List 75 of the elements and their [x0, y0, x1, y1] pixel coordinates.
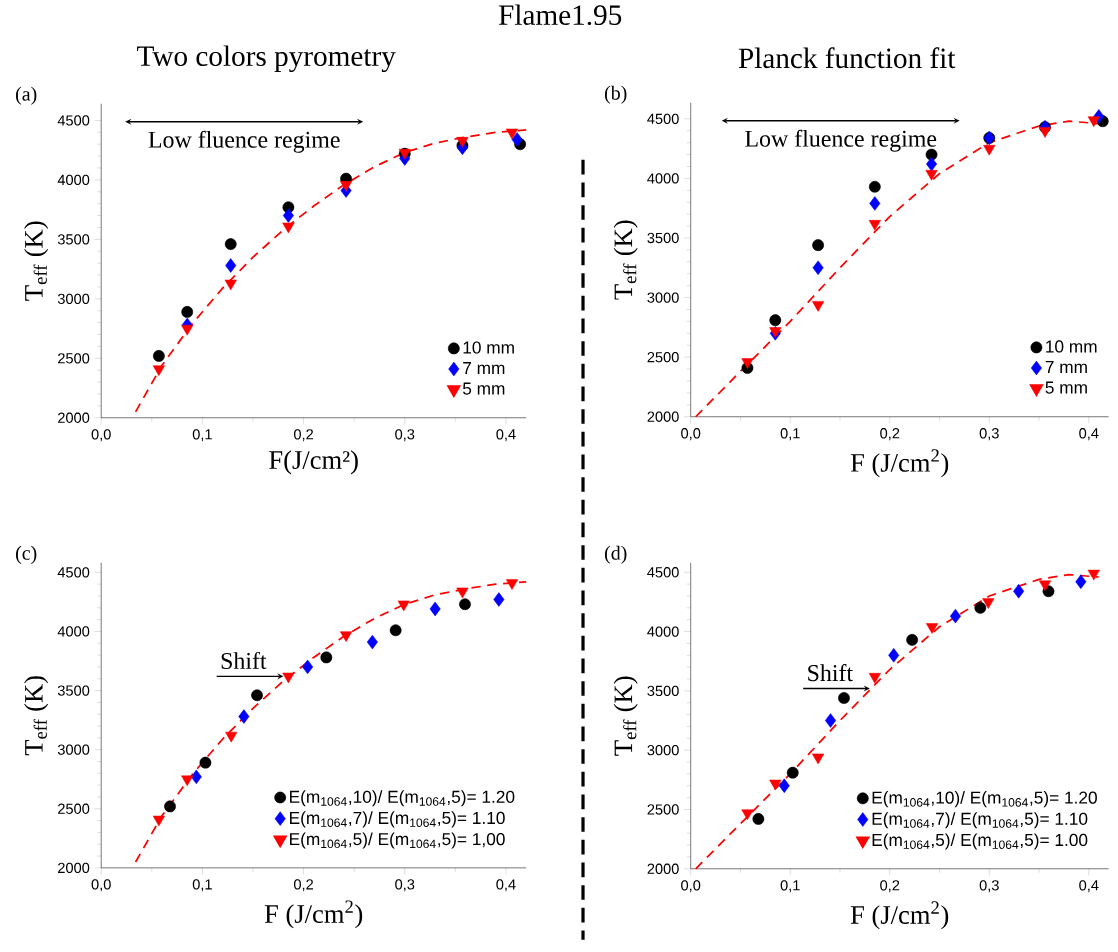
x-tick-label: 0,1 [780, 880, 800, 893]
x-tick-label: 0,2 [880, 428, 900, 441]
legend-label: E(m$_{1064}$,10)/ E(m$_{1064}$,5)= 1.20 [290, 790, 515, 807]
y-tick-label: 4000 [647, 626, 679, 637]
x-tick-label: 0,4 [1079, 880, 1099, 893]
y-tick-label: 2500 [647, 804, 679, 815]
x-tick-label: 0,0 [91, 429, 111, 442]
legend-label: 10 mm [1046, 340, 1097, 353]
x-tick-label: 0,0 [681, 880, 701, 893]
x-tick-label: 0,0 [91, 879, 111, 892]
x-axis-title: F (J/cm$^{2}$) [850, 901, 949, 930]
y-tick-label: 3000 [647, 292, 679, 303]
x-tick-label: 0,4 [1079, 428, 1099, 441]
y-tick-label: 4000 [647, 173, 679, 184]
y-tick-label: 4500 [647, 113, 679, 125]
legend-label: 5 mm [1045, 381, 1087, 394]
text: (b) [604, 85, 627, 104]
annotation: Shift [221, 652, 267, 670]
x-tick-label: 0,2 [880, 880, 900, 893]
x-tick-label: 0,3 [979, 428, 999, 441]
y-tick-label: 4500 [57, 567, 90, 578]
y-tick-label: 2500 [58, 803, 90, 815]
y-tick-label: 2500 [58, 353, 90, 364]
y-tick-label: 3500 [57, 234, 90, 245]
annotation: Low fluence regime [148, 130, 340, 153]
y-axis-title: T$_{eff}$ (K) [613, 676, 638, 756]
y-tick-label: 3000 [57, 293, 90, 305]
text: (c) [16, 545, 37, 564]
x-tick-label: 0,1 [192, 879, 212, 892]
y-tick-label: 2000 [647, 411, 679, 423]
legend-label: E(m$_{1064}$,5)/ E(m$_{1064}$,5)= 1,00 [290, 832, 505, 849]
x-tick-label: 0,2 [293, 879, 313, 892]
text: (a) [16, 86, 37, 105]
x-axis-title: F (J/cm$^{2}$) [850, 449, 949, 478]
y-tick-label: 3000 [57, 744, 90, 755]
x-tick-label: 0,3 [395, 429, 415, 442]
x-axis-title: F(J/cm²) [269, 450, 358, 475]
y-tick-label: 4500 [57, 115, 90, 126]
y-tick-label: 4000 [57, 174, 90, 186]
legend-label: 10 mm [463, 341, 514, 354]
x-tick-label: 0,1 [780, 428, 800, 441]
y-tick-label: 3000 [647, 745, 679, 756]
y-tick-label: 3500 [647, 685, 679, 697]
y-axis-title: T$_{eff}$ (K) [613, 220, 638, 300]
y-tick-label: 3500 [647, 232, 679, 244]
x-tick-label: 0,3 [979, 880, 999, 893]
annotation: Shift [808, 664, 853, 682]
y-tick-label: 2500 [647, 352, 679, 363]
y-tick-label: 2000 [58, 412, 90, 424]
annotation: Low fluence regime [745, 129, 937, 152]
y-axis-title: T$_{eff}$ (K) [24, 221, 49, 301]
legend-label: E(m$_{1064}$,10)/ E(m$_{1064}$,5)= 1.20 [872, 791, 1097, 808]
legend-label: E(m$_{1064}$,7)/ E(m$_{1064}$,5)= 1.10 [290, 811, 505, 828]
x-tick-label: 0,3 [395, 879, 415, 892]
legend-label: E(m$_{1064}$,7)/ E(m$_{1064}$,5)= 1.10 [872, 812, 1088, 829]
x-tick-label: 0,2 [293, 429, 313, 442]
chart-subtitle: Two colors pyrometry [137, 45, 396, 73]
x-tick-label: 0,0 [681, 428, 701, 441]
y-tick-label: 4000 [57, 626, 90, 637]
legend-label: 7 mm [463, 362, 505, 375]
chart-subtitle: Planck function fit [738, 47, 956, 69]
legend-label: E(m$_{1064}$,5)/ E(m$_{1064}$,5)= 1.00 [872, 833, 1088, 850]
legend-label: 5 mm [462, 382, 505, 395]
y-tick-label: 2000 [58, 862, 90, 874]
y-tick-label: 2000 [647, 863, 679, 875]
x-tick-label: 0,4 [496, 429, 516, 442]
x-axis-title: F (J/cm$^{2}$) [264, 900, 363, 929]
y-tick-label: 4500 [647, 567, 679, 578]
text: (d) [604, 545, 627, 564]
y-tick-label: 3500 [57, 685, 90, 696]
y-axis-title: T$_{eff}$ (K) [24, 676, 49, 756]
x-tick-label: 0,1 [192, 429, 212, 442]
legend-label: 7 mm [1045, 361, 1087, 374]
x-tick-label: 0,4 [496, 879, 516, 892]
chart-title: Flame1.95 [498, 4, 622, 26]
